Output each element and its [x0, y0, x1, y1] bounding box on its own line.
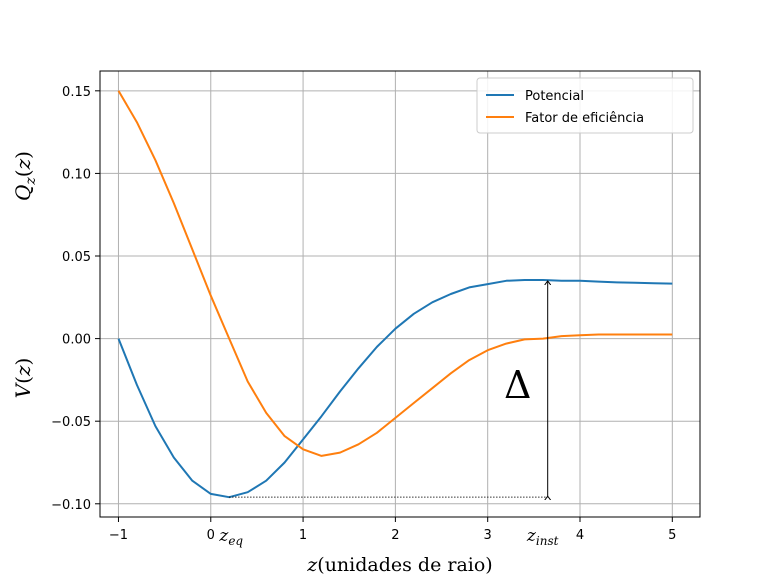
x-tick-label: 3 [484, 528, 492, 543]
y-axis-label-bottom: V(z) [11, 358, 35, 399]
y-axis-label-top: Qz(z) [11, 151, 39, 201]
legend-label: Potencial [525, 89, 584, 104]
plot-frame [99, 70, 701, 518]
x-axis-label: z(unidades de raio) [306, 554, 492, 576]
y-tick-label: 0.15 [62, 85, 91, 100]
y-tick-label: −0.05 [51, 415, 91, 430]
legend: Potencial Fator de eficiência [476, 77, 694, 134]
ticks: −1 0 1 2 3 4 5 0.15 0.10 0.05 0.00 −0.05 −0.10 [51, 85, 676, 543]
z-inst-label: zinst [526, 526, 559, 548]
y-tick-label: 0.00 [62, 333, 91, 348]
y-tick-label: 0.10 [62, 167, 91, 182]
x-tick-label: −1 [109, 528, 128, 543]
series-group [117, 90, 673, 499]
legend-box [476, 77, 694, 134]
z-eq-label: zeq [218, 526, 243, 548]
annotations: Δ [229, 281, 547, 497]
grid [100, 71, 700, 517]
y-tick-label: 0.05 [62, 250, 91, 265]
x-tick-label: 4 [576, 528, 584, 543]
x-tick-label: 1 [299, 528, 307, 543]
x-tick-label: 2 [391, 528, 399, 543]
x-tick-label: 5 [668, 528, 676, 543]
delta-label: Δ [504, 363, 531, 407]
y-tick-label: −0.10 [51, 498, 91, 513]
series-line-fator-de-efici-ncia [117, 90, 673, 457]
legend-label: Fator de eficiência [525, 111, 644, 126]
series-line-potencial [117, 279, 673, 499]
axis-labels: zeq zinst z(unidades de raio) Qz(z) V(z) [11, 151, 559, 576]
x-tick-label: 0 [207, 528, 215, 543]
